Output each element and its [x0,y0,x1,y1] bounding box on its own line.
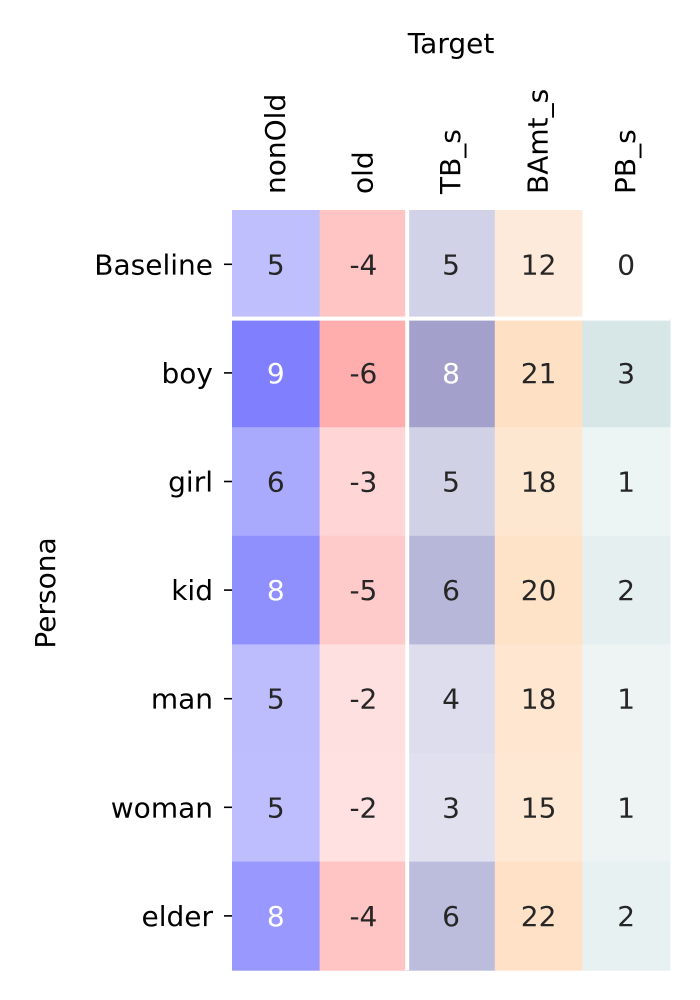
row-tick-label: kid [171,574,213,607]
x-axis-title: Target [407,27,495,60]
cell-value-label: 6 [442,574,460,607]
cell-value-label: 1 [617,791,635,824]
row-separator [232,316,670,321]
cell-value-label: -2 [349,683,377,716]
cell-value-label: 6 [267,466,285,499]
heatmap-cell [494,427,583,537]
heatmap-cell [232,644,321,754]
cell-value-label: 1 [617,683,635,716]
cell-value-label: 12 [521,248,557,281]
row-tick-label: Baseline [94,248,213,281]
cell-value-label: 6 [442,900,460,933]
heatmap-cell [582,535,671,645]
heatmap-cell [232,210,321,320]
heatmap-cells: 5 -4 5 12 09 -6 8 21 36 -3 5 18 18 -5 6 20 25 -2 4 18 15 -2 3 1… [232,210,671,971]
y-axis-title: Persona [29,537,62,648]
cell-value-label: 20 [521,574,557,607]
cell-value-label: -5 [349,574,377,607]
cell-value-label: 8 [442,357,460,390]
heatmap-cell [319,318,408,428]
heatmap-cell [407,861,496,971]
heatmap-cell [232,753,321,863]
cell-value-label: 5 [442,248,460,281]
heatmap-cell [232,318,321,428]
cell-value-label: 18 [521,683,557,716]
cell-value-label: 2 [617,900,635,933]
heatmap-cell [494,753,583,863]
cell-value-label: 5 [442,466,460,499]
heatmap-cell [319,861,408,971]
row-tick-label: elder [141,900,213,933]
heatmap-cell [319,427,408,537]
heatmap-cell [232,535,321,645]
cell-value-label: -6 [349,357,377,390]
row-tick-label: man [151,683,213,716]
heatmap-cell [494,644,583,754]
heatmap-cell [494,535,583,645]
column-separator [405,210,410,971]
cell-value-label: -3 [349,466,377,499]
separators [232,210,670,971]
heatmap-cell [407,210,496,320]
heatmap-cell [407,644,496,754]
heatmap-cell [319,644,408,754]
row-labels: Baseline boy girl kid man woman elder [94,248,232,933]
cell-value-label: 22 [521,900,557,933]
cell-value-label: 5 [267,791,285,824]
heatmap-cell [494,318,583,428]
heatmap-cell [232,427,321,537]
heatmap-cell [319,753,408,863]
heatmap-cell [582,210,671,320]
cell-value-label: 3 [442,791,460,824]
cell-value-label: 8 [267,574,285,607]
heatmap-cell [582,644,671,754]
row-tick-label: boy [162,357,213,390]
column-tick-label: old [346,151,379,194]
cell-value-label: 15 [521,791,557,824]
cell-value-label: -4 [349,248,377,281]
cell-value-label: -2 [349,791,377,824]
heatmap-cell [494,210,583,320]
heatmap-cell [319,210,408,320]
heatmap-cell [407,427,496,537]
cell-value-label: 4 [442,683,460,716]
heatmap-cell [407,753,496,863]
cell-value-label: -4 [349,900,377,933]
heatmap-cell [319,535,408,645]
heatmap-cell [494,861,583,971]
heatmap-cell [232,861,321,971]
heatmap-cell [407,535,496,645]
heatmap-cell [582,861,671,971]
column-tick-label: nonOld [259,94,292,194]
cell-value-label: 18 [521,466,557,499]
row-tick-label: woman [111,791,213,824]
cell-value-label: 0 [617,248,635,281]
column-tick-label: PB_s [609,129,642,194]
cell-value-label: 21 [521,357,557,390]
cell-value-label: 3 [617,357,635,390]
heatmap-cell [582,318,671,428]
column-tick-label: BAmt_s [522,89,555,194]
cell-value-label: 8 [267,900,285,933]
heatmap-cell [407,318,496,428]
cell-value-label: 5 [267,248,285,281]
column-tick-label: TB_s [434,129,467,195]
cell-value-label: 5 [267,683,285,716]
heatmap-cell [582,427,671,537]
cell-value-label: 2 [617,574,635,607]
heatmap-cell [582,753,671,863]
cell-value-label: 1 [617,466,635,499]
cell-value-label: 9 [267,357,285,390]
column-labels: nonOld old TB_s BAmt_s PB_s [259,89,642,195]
row-tick-label: girl [168,466,213,499]
